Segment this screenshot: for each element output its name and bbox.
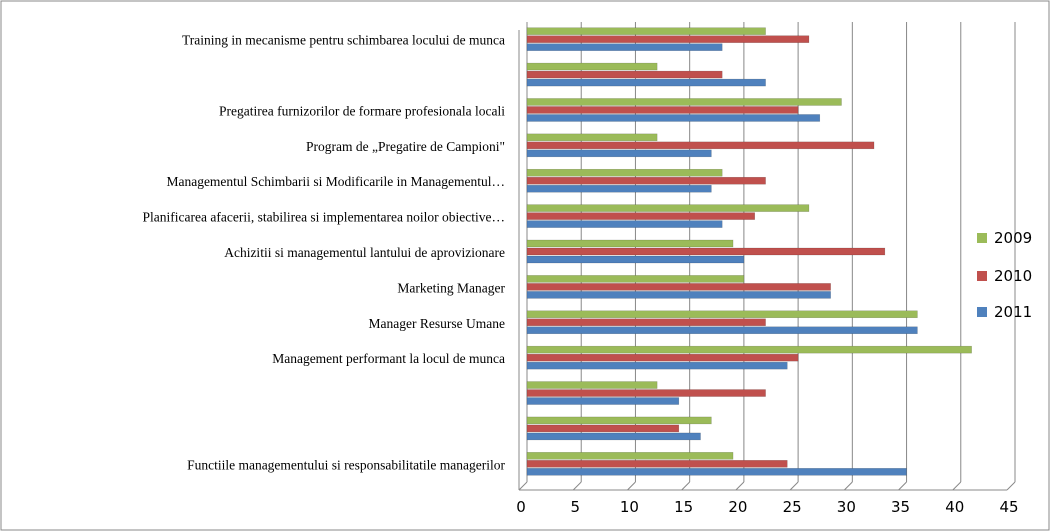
grid-line-depth: [572, 481, 582, 491]
bar: [526, 212, 755, 220]
bar: [526, 291, 831, 299]
x-tick-label: 0: [516, 498, 526, 516]
bar: [526, 168, 723, 177]
bar: [526, 326, 918, 335]
x-tick-label: 40: [945, 498, 964, 516]
grid-line-depth: [735, 481, 745, 491]
y-tick-label: Marketing Manager: [397, 280, 505, 295]
bar: [526, 397, 680, 405]
x-tick-label: 30: [837, 498, 856, 516]
y-tick-label: Pregatirea furnizorilor de formare profe…: [219, 103, 505, 118]
bar: [526, 35, 810, 43]
grid-line-depth: [843, 481, 853, 491]
y-tick-label: Management performant la locul de munca: [272, 351, 505, 366]
bar: [526, 452, 734, 460]
bar: [526, 255, 745, 264]
legend-swatch: [977, 233, 987, 243]
bar: [526, 318, 766, 327]
x-tick-label: 15: [674, 498, 693, 516]
x-tick-label: 20: [728, 498, 747, 516]
bar: [526, 176, 766, 185]
bar: [526, 141, 875, 150]
y-tick-label: Training in mecanisme pentru schimbarea …: [182, 33, 505, 48]
grid-line-depth: [898, 481, 907, 491]
x-tick-label: 35: [891, 498, 910, 516]
bar: [526, 27, 766, 35]
bar: [526, 416, 712, 425]
grid-line-depth: [681, 481, 691, 491]
legend-swatch: [977, 307, 987, 317]
grid-line-depth: [789, 481, 799, 491]
x-tick-label: 45: [999, 498, 1018, 516]
bar: [526, 275, 745, 283]
bar: [526, 460, 788, 468]
y-tick-label: Planificarea afacerii, stabilirea si imp…: [143, 210, 505, 225]
bar: [526, 310, 918, 319]
y-tick-label: Managementul Schimbarii si Modificarile …: [166, 174, 505, 189]
bar: [526, 361, 788, 370]
legend-label: 2010: [994, 267, 1032, 285]
grid-line-depth: [627, 481, 636, 491]
x-tick-label: 5: [570, 498, 580, 516]
bar: [526, 353, 799, 362]
bar: [526, 149, 712, 158]
grid-line-depth: [518, 481, 528, 491]
grid-line-depth: [1006, 481, 1016, 491]
bar: [526, 381, 658, 389]
x-tick-label: 25: [783, 498, 802, 516]
legend-label: 2009: [994, 229, 1032, 247]
bar: [526, 184, 712, 193]
bar: [526, 70, 723, 79]
bar: [526, 389, 766, 397]
bar: [526, 133, 658, 142]
bar: [526, 106, 799, 114]
bar: [526, 43, 723, 51]
bar: [526, 220, 723, 228]
legend-swatch: [977, 271, 987, 281]
bar: [526, 345, 972, 354]
bar: [526, 283, 831, 291]
bar: [526, 239, 734, 248]
y-tick-label: Manager Resurse Umane: [369, 316, 505, 331]
bar: [526, 62, 658, 71]
bar: [526, 468, 907, 476]
legend-label: 2011: [994, 303, 1032, 321]
bar: [526, 78, 766, 87]
y-tick-label: Program de „Pregatire de Campioni": [306, 139, 505, 154]
bar: [526, 98, 842, 106]
bar: [526, 204, 810, 212]
bar: [526, 114, 821, 122]
bar: [526, 247, 886, 256]
bar: [526, 432, 701, 441]
bar: [526, 424, 680, 433]
x-tick-label: 10: [620, 498, 639, 516]
grid-line-depth: [952, 481, 962, 491]
y-tick-label: Functiile managementului si responsabili…: [187, 457, 505, 472]
y-tick-label: Achizitii si managementul lantului de ap…: [224, 245, 505, 260]
